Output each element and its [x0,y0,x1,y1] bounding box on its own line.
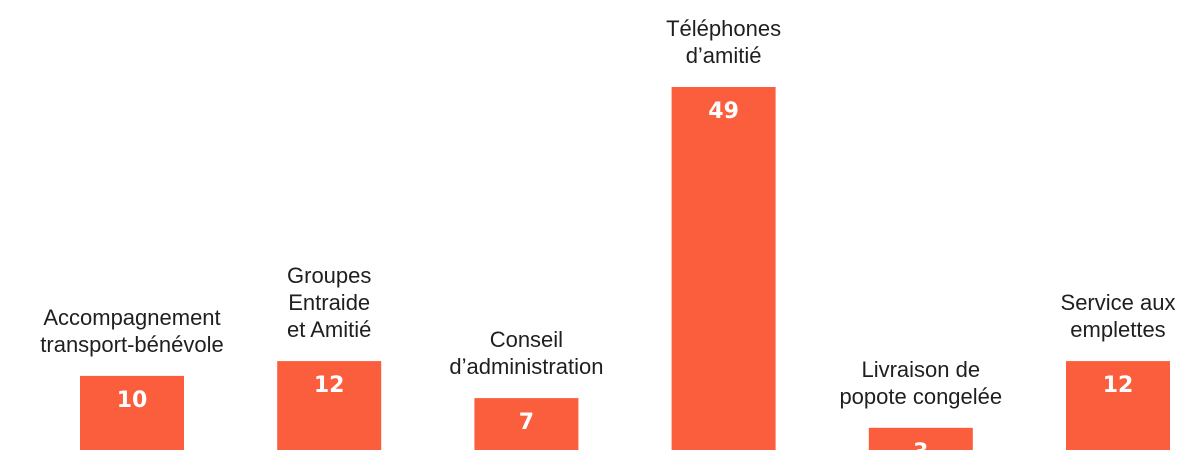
category-label-0-line-1: transport-bénévole [40,332,223,357]
category-label-2-line-1: d’administration [449,354,603,379]
bar-value-label-5: 12 [1103,373,1134,398]
bar-3 [671,87,776,450]
category-label-4-line-1: popote congelée [839,384,1002,409]
bar-1 [277,361,382,450]
category-label-5-line-0: Service aux [1061,290,1176,315]
category-label-3-line-0: Téléphones [666,16,781,41]
bar-value-label-1: 12 [314,373,345,398]
bar-5 [1066,361,1170,450]
category-label-1-line-1: Entraide [288,290,370,315]
category-label-5-line-1: emplettes [1070,317,1165,342]
bar-2 [474,398,579,450]
bar-value-label-2: 7 [519,410,534,435]
category-label-3-line-1: d’amitié [686,43,762,68]
category-label-4-line-0: Livraison de [861,357,980,382]
bar-value-label-0: 10 [117,388,148,413]
bar-0 [80,375,184,450]
category-label-1-line-0: Groupes [287,263,371,288]
bar-4 [868,427,973,450]
category-label-2-line-0: Conseil [490,327,563,352]
category-label-0-line-0: Accompagnement [43,305,220,330]
category-label-1-line-2: et Amitié [287,317,371,342]
bar-value-label-3: 49 [708,99,739,124]
bar-value-label-4: 3 [913,440,928,450]
